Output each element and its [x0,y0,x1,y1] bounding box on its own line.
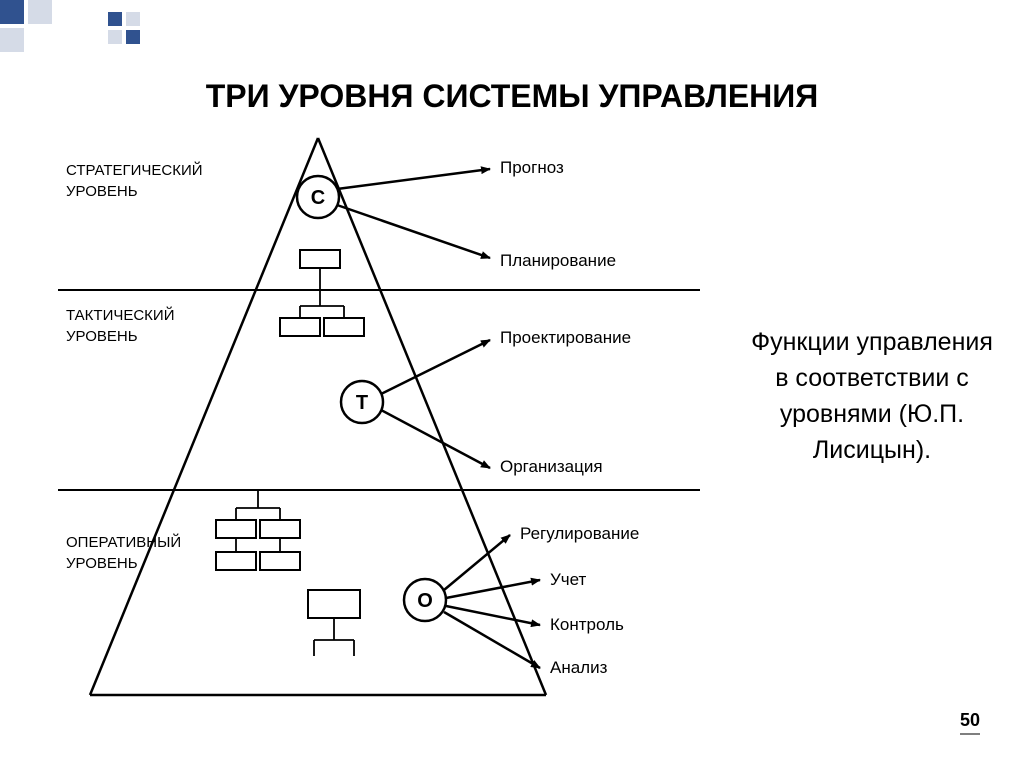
function-label-f2: Проектирование [500,328,631,348]
arrow [444,612,540,668]
org-box [260,552,300,570]
function-label-f0: Прогноз [500,158,564,178]
slide-number: 50 [960,710,980,735]
org-box [280,318,320,336]
org-box [324,318,364,336]
function-label-f1: Планирование [500,251,616,271]
function-label-f3: Организация [500,457,603,477]
caption-text: Функции управления в соответствии с уров… [742,324,1002,468]
org-box [300,250,340,268]
function-label-f7: Анализ [550,658,607,678]
org-box [216,552,256,570]
arrow [446,580,540,598]
function-label-f5: Учет [550,570,586,590]
org-box [260,520,300,538]
pyramid [58,138,700,695]
arrow [337,169,490,189]
function-label-f4: Регулирование [520,524,639,544]
function-label-f6: Контроль [550,615,624,635]
level-label-lv2: ОПЕРАТИВНЫЙУРОВЕНЬ [66,532,181,574]
level-node-letter-C: С [311,187,325,209]
level-label-lv0: СТРАТЕГИЧЕСКИЙУРОВЕНЬ [66,160,203,202]
arrow [381,410,490,468]
level-label-lv1: ТАКТИЧЕСКИЙУРОВЕНЬ [66,305,175,347]
arrow [337,205,490,258]
level-node-letter-T: Т [356,392,368,414]
level-node-letter-O: О [417,590,433,612]
org-box [308,590,360,618]
arrow [381,340,490,394]
org-box [216,520,256,538]
